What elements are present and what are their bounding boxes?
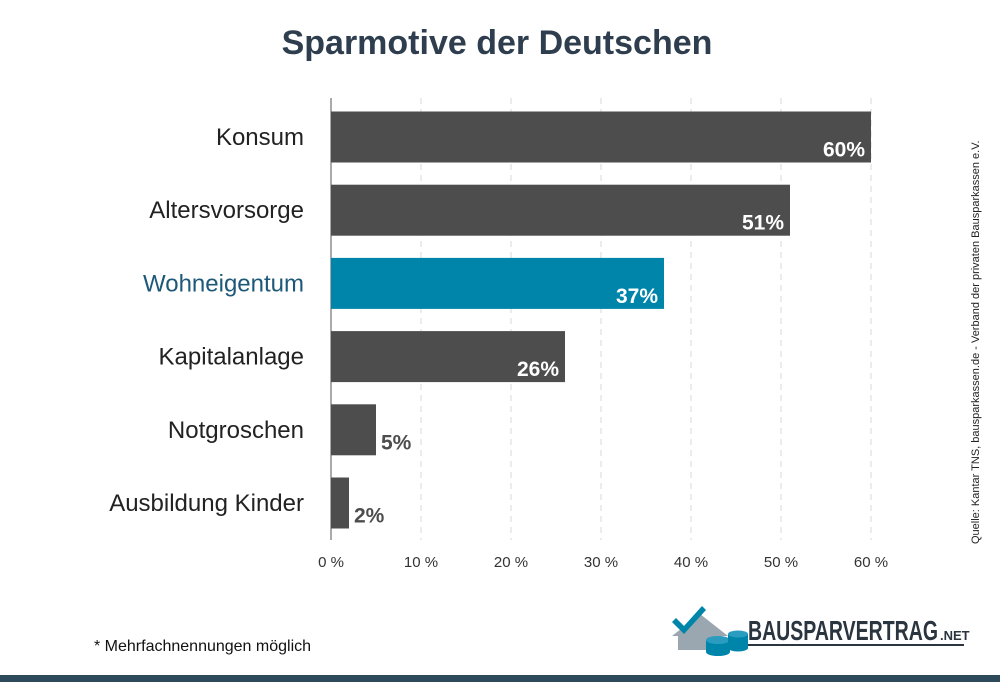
value-label: 37%: [616, 285, 658, 308]
logo-text: BAUSPARVERTRAG: [748, 615, 938, 646]
value-label: 51%: [742, 212, 784, 235]
x-tick-label: 30 %: [584, 554, 618, 571]
value-label: 2%: [354, 505, 385, 528]
bar-wohneigentum: [331, 257, 664, 309]
x-tick-label: 0 %: [318, 554, 344, 571]
chart-title: Sparmotive der Deutschen: [282, 24, 713, 62]
house-coins-icon: [672, 606, 748, 656]
category-label: Kapitalanlage: [159, 344, 304, 371]
category-label: Wohneigentum: [143, 270, 304, 297]
category-label: Altersvorsorge: [149, 197, 304, 224]
logo-suffix: .NET: [940, 628, 970, 643]
grid: [330, 98, 872, 540]
bar-ausbildung-kinder: [331, 477, 349, 529]
logo: BAUSPARVERTRAG .NET: [672, 606, 970, 656]
value-label: 60%: [823, 139, 865, 162]
value-labels: 60% 51% 37% 26% 5% 2%: [354, 139, 865, 528]
category-labels: Konsum Altersvorsorge Wohneigentum Kapitala…: [109, 124, 304, 517]
bar-konsum: [331, 111, 871, 163]
value-label: 26%: [517, 358, 559, 381]
source-note: Quelle: Kantar TNS, bausparkassen.de - V…: [970, 140, 982, 544]
x-tick-label: 20 %: [494, 554, 528, 571]
bars: [331, 111, 871, 529]
bar-notgroschen: [331, 404, 376, 456]
category-label: Notgroschen: [168, 417, 304, 444]
x-tick-label: 60 %: [854, 554, 888, 571]
value-label: 5%: [381, 431, 412, 454]
bottom-bar: [0, 675, 1000, 682]
x-tick-label: 40 %: [674, 554, 708, 571]
footnote: * Mehrfachnennungen möglich: [94, 638, 311, 655]
x-tick-label: 50 %: [764, 554, 798, 571]
x-tick-label: 10 %: [404, 554, 438, 571]
x-axis-ticks: 0 % 10 % 20 % 30 % 40 % 50 % 60 %: [318, 554, 888, 571]
category-label: Konsum: [216, 124, 304, 151]
bar-kapitalanlage: [331, 331, 565, 383]
bar-altersvorsorge: [331, 184, 790, 236]
category-label: Ausbildung Kinder: [109, 490, 304, 517]
logo-underline: [748, 644, 964, 646]
